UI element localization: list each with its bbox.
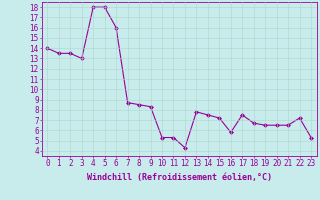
X-axis label: Windchill (Refroidissement éolien,°C): Windchill (Refroidissement éolien,°C)	[87, 173, 272, 182]
